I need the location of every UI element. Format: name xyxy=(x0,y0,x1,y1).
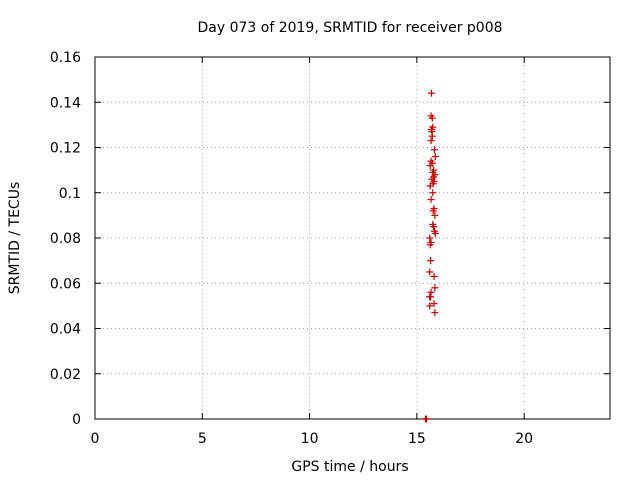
data-point xyxy=(426,268,434,276)
data-point xyxy=(426,302,434,310)
data-point xyxy=(429,189,437,197)
data-point xyxy=(426,162,434,170)
y-tick-label: 0.08 xyxy=(50,231,81,247)
data-point xyxy=(428,114,436,122)
y-tick-label: 0.12 xyxy=(50,141,81,157)
data-point xyxy=(429,207,437,215)
y-tick-labels: 0 0.02 0.04 0.06 0.08 0.1 0.12 0.14 0.16 xyxy=(50,50,81,428)
data-point xyxy=(429,123,437,131)
y-tick-label: 0 xyxy=(72,412,81,428)
data-point xyxy=(431,284,439,292)
data-point xyxy=(426,182,434,190)
x-tick-label: 5 xyxy=(198,431,207,447)
y-tick-label: 0.16 xyxy=(50,50,81,66)
y-axis-label: SRMTID / TECUs xyxy=(7,182,23,295)
x-tick-label: 0 xyxy=(91,431,100,447)
y-tick-label: 0.04 xyxy=(50,322,81,338)
x-tick-label: 10 xyxy=(301,431,319,447)
data-point xyxy=(428,132,436,140)
data-point xyxy=(427,196,435,204)
data-point xyxy=(430,223,438,231)
y-tick-label: 0.02 xyxy=(50,367,81,383)
axis-ticks xyxy=(94,56,610,420)
y-tick-label: 0.1 xyxy=(59,186,81,202)
x-tick-label: 20 xyxy=(515,431,533,447)
data-point xyxy=(427,257,435,265)
y-tick-label: 0.06 xyxy=(50,276,81,292)
x-axis-label: GPS time / hours xyxy=(291,459,408,475)
data-point xyxy=(431,309,439,317)
data-point xyxy=(431,153,439,161)
x-tick-label: 15 xyxy=(408,431,426,447)
data-point xyxy=(430,272,438,280)
data-point xyxy=(430,146,438,154)
data-point xyxy=(426,241,434,249)
data-point xyxy=(427,89,435,97)
data-point xyxy=(431,229,439,237)
data-point xyxy=(426,234,434,242)
data-points xyxy=(421,89,439,423)
data-point xyxy=(423,415,431,423)
data-point xyxy=(431,211,439,219)
data-point xyxy=(427,293,435,301)
y-tick-label: 0.14 xyxy=(50,95,81,111)
x-tick-labels: 0 5 10 15 20 xyxy=(91,431,534,447)
chart-title: Day 073 of 2019, SRMTID for receiver p00… xyxy=(197,20,502,36)
data-point xyxy=(430,300,438,308)
grid-lines xyxy=(95,57,610,419)
data-point xyxy=(427,137,435,145)
plot-frame xyxy=(94,56,611,420)
